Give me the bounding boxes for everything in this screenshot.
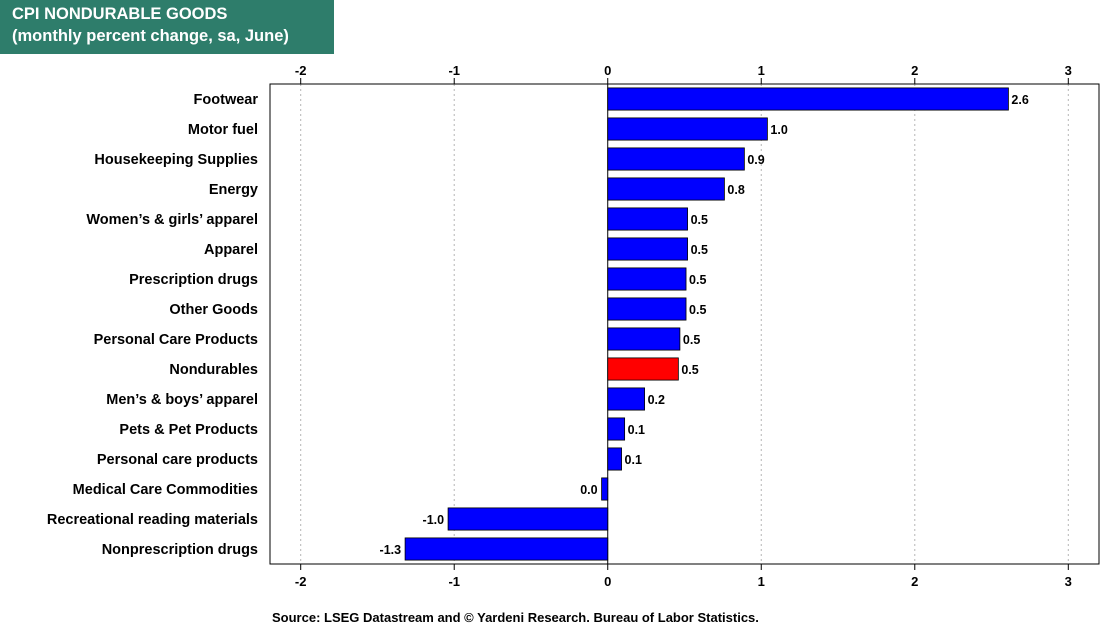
bar [607,417,626,441]
bar [607,357,679,381]
bar-chart: -2 -2 -1 -1 0 0 1 1 2 2 3 3 Footwear Motor fuel House… [47,63,1100,589]
bar [447,507,609,531]
value-label: 0.5 [691,243,708,257]
chart-title: CPI NONDURABLE GOODS [12,5,228,23]
value-label: 0.5 [691,213,708,227]
value-label: 0.5 [689,303,706,317]
value-label: 0.8 [727,183,744,197]
plot-frame [269,83,1100,565]
category-label: Energy [209,182,258,198]
category-label: Prescription drugs [129,272,258,288]
x-tick-label-top: 0 [604,63,611,78]
value-label: 1.0 [770,123,787,137]
category-label: Motor fuel [188,122,258,138]
category-label: Personal Care Products [94,332,258,348]
bar [607,297,687,321]
value-label: 0.5 [681,363,698,377]
x-tick-label-bottom: 2 [911,574,918,589]
value-label: 0.9 [747,153,764,167]
category-label: Nonprescription drugs [102,542,258,558]
bar [607,327,681,351]
bar [607,447,622,471]
value-labels: 2.6 1.0 0.9 0.8 0.5 0.5 0.5 0.5 0.5 0.5 0.2 0.1 0.1 0… [380,93,1029,557]
x-tick-label-bottom: 0 [604,574,611,589]
source-note: Source: LSEG Datastream and © Yardeni Re… [272,610,759,625]
bar [404,537,609,561]
grid-lines [300,84,1069,564]
category-label: Footwear [194,92,259,108]
category-label: Housekeeping Supplies [94,152,258,168]
category-label: Recreational reading materials [47,512,258,528]
x-tick-label-top: 2 [911,63,918,78]
bar [607,267,687,291]
value-label: 0.0 [580,483,597,497]
bar [607,87,1009,111]
category-label: Pets & Pet Products [119,422,258,438]
category-label: Medical Care Commodities [73,482,258,498]
chart-subtitle: (monthly percent change, sa, June) [12,27,289,45]
bar [607,237,688,261]
category-labels: Footwear Motor fuel Housekeeping Supplies E… [47,92,259,558]
category-label: Other Goods [169,302,258,318]
value-label: -1.0 [423,513,445,527]
value-label: 0.5 [683,333,700,347]
category-label: Personal care products [97,452,258,468]
axis-ticks: -2 -2 -1 -1 0 0 1 1 2 2 3 3 [295,63,1072,589]
category-label: Men’s & boys’ apparel [106,392,258,408]
value-label: 0.1 [628,423,645,437]
x-tick-label-top: 1 [758,63,765,78]
x-tick-label-top: -1 [448,63,460,78]
bar [607,177,725,201]
bars [404,87,1009,561]
bar [607,117,768,141]
x-tick-label-bottom: -2 [295,574,307,589]
x-tick-label-bottom: 3 [1065,574,1072,589]
x-tick-label-top: 3 [1065,63,1072,78]
bar [607,147,745,171]
x-tick-label-bottom: -1 [448,574,460,589]
category-label: Apparel [204,242,258,258]
x-tick-label-top: -2 [295,63,307,78]
value-label: 0.2 [648,393,665,407]
bar [601,477,609,501]
category-label: Women’s & girls’ apparel [86,212,258,228]
category-label: Nondurables [169,362,258,378]
chart-title-box: CPI NONDURABLE GOODS (monthly percent ch… [0,0,334,54]
value-label: 0.1 [625,453,642,467]
value-label: 2.6 [1011,93,1028,107]
x-tick-label-bottom: 1 [758,574,765,589]
bar [607,387,645,411]
value-label: -1.3 [380,543,402,557]
bar [607,207,688,231]
value-label: 0.5 [689,273,706,287]
